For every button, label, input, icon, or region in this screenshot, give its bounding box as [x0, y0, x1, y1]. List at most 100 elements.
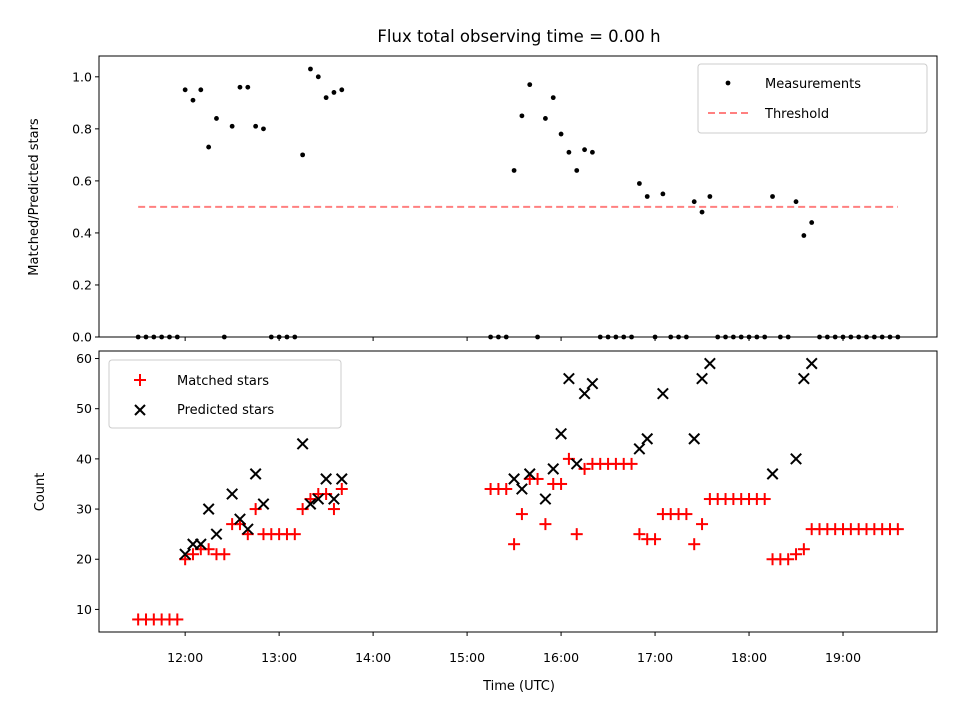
ratio-y-tick-label: 0.0 [72, 330, 92, 345]
count-y-tick-label: 60 [76, 351, 92, 366]
measurement-point [699, 209, 705, 215]
predicted-point [202, 503, 215, 515]
measurement-point [190, 97, 196, 103]
measurement-point [770, 194, 775, 199]
predicted-point [508, 473, 520, 485]
count-y-axis-label: Count [33, 473, 48, 512]
predicted-point [210, 528, 223, 541]
ratio-x-ticks [184, 337, 844, 341]
measurement-point [323, 95, 329, 101]
ratio-legend: Measurements Threshold [697, 63, 928, 134]
measurement-point [519, 113, 525, 119]
count-y-ticks: 10 20 30 40 50 60 [76, 351, 99, 617]
predicted-point [312, 493, 325, 505]
predicted-point [790, 452, 802, 465]
predicted-point [696, 372, 708, 385]
measurement-point [707, 194, 713, 199]
matched-point [288, 528, 301, 541]
predicted-point [766, 468, 779, 480]
predicted-point [296, 437, 309, 450]
measurement-point [801, 233, 807, 238]
measurement-point [527, 82, 533, 88]
measurement-point [253, 123, 259, 129]
predicted-point [304, 498, 317, 510]
matched-point [218, 548, 231, 561]
measurement-point [558, 131, 564, 137]
ratio-axes-frame [98, 55, 938, 338]
measurement-point [809, 220, 815, 225]
matched-point [555, 477, 568, 490]
measurement-point [261, 126, 266, 132]
measurement-point [315, 74, 321, 80]
legend-label-matched: Matched stars [177, 374, 269, 389]
legend-marker-matched [134, 374, 146, 386]
measurement-point [660, 191, 666, 197]
predicted-point [586, 377, 599, 390]
matched-point [335, 482, 348, 495]
measurement-point [511, 168, 517, 173]
count-y-tick-label: 50 [76, 401, 92, 416]
matched-point [570, 528, 583, 541]
ratio-legend-box [697, 63, 928, 134]
chart-title: Flux total observing time = 0.00 h [377, 27, 660, 46]
measurement-point [229, 123, 235, 129]
count-x-tick-label: 12:00 [167, 650, 203, 665]
count-y-tick-label: 30 [76, 502, 92, 517]
measurement-point [793, 199, 799, 205]
predicted-point [555, 427, 567, 440]
count-x-tick-label: 16:00 [543, 650, 579, 665]
matched-point [782, 553, 795, 566]
matched-point [539, 518, 552, 531]
predicted-point [797, 372, 810, 385]
count-panel: 10 20 30 40 50 60 12:00 13:00 14:00 15:00 16:00 17… [33, 350, 938, 694]
count-x-tick-label: 13:00 [261, 650, 297, 665]
measurement-point [331, 90, 337, 95]
measurement-point [214, 116, 219, 121]
predicted-point [523, 468, 536, 480]
predicted-point [562, 372, 575, 385]
matched-point [688, 538, 701, 551]
legend-marker-measurements [725, 80, 731, 86]
predicted-point [547, 463, 560, 475]
measurement-point [550, 95, 556, 101]
measurement-point [339, 87, 345, 93]
count-x-tick-label: 15:00 [449, 650, 485, 665]
predicted-point [328, 493, 340, 505]
measurement-point [644, 194, 650, 199]
count-x-tick-label: 18:00 [731, 650, 767, 665]
measurement-point [182, 87, 188, 93]
measurement-point [691, 199, 697, 205]
measurement-point [574, 168, 580, 173]
measurement-point [237, 84, 243, 90]
count-y-tick-label: 40 [76, 451, 92, 466]
legend-label-measurements: Measurements [765, 77, 861, 92]
matched-point [633, 528, 646, 541]
measurement-point [582, 147, 587, 153]
ratio-y-ticks: 0.0 0.2 0.4 0.6 0.8 1.0 [72, 69, 99, 345]
ratio-y-tick-label: 1.0 [72, 69, 92, 84]
measurement-point [308, 66, 313, 72]
measurement-point [590, 149, 595, 155]
ratio-y-tick-label: 0.8 [72, 121, 92, 136]
count-axes-frame [98, 350, 938, 633]
matched-point [696, 518, 709, 531]
predicted-point [179, 548, 192, 561]
matched-point [790, 548, 803, 561]
predicted-point [257, 498, 270, 510]
predicted-point [688, 432, 701, 445]
ratio-y-tick-label: 0.4 [72, 225, 92, 240]
ratio-y-axis-label: Matched/Predicted stars [27, 118, 42, 276]
count-x-ticks: 12:00 13:00 14:00 15:00 16:00 17:00 18:00 19:00 [167, 632, 861, 665]
legend-marker-predicted [134, 404, 146, 416]
ratio-y-tick-label: 0.6 [72, 173, 92, 188]
matched-point [171, 613, 184, 626]
predicted-point [805, 357, 818, 370]
measurement-point [245, 84, 251, 90]
predicted-point [194, 538, 207, 551]
predicted-point [539, 493, 552, 505]
matched-point [758, 493, 771, 506]
matched-point [891, 523, 904, 536]
predicted-point [703, 357, 716, 370]
count-x-tick-label: 19:00 [825, 650, 861, 665]
matched-point [186, 548, 199, 561]
